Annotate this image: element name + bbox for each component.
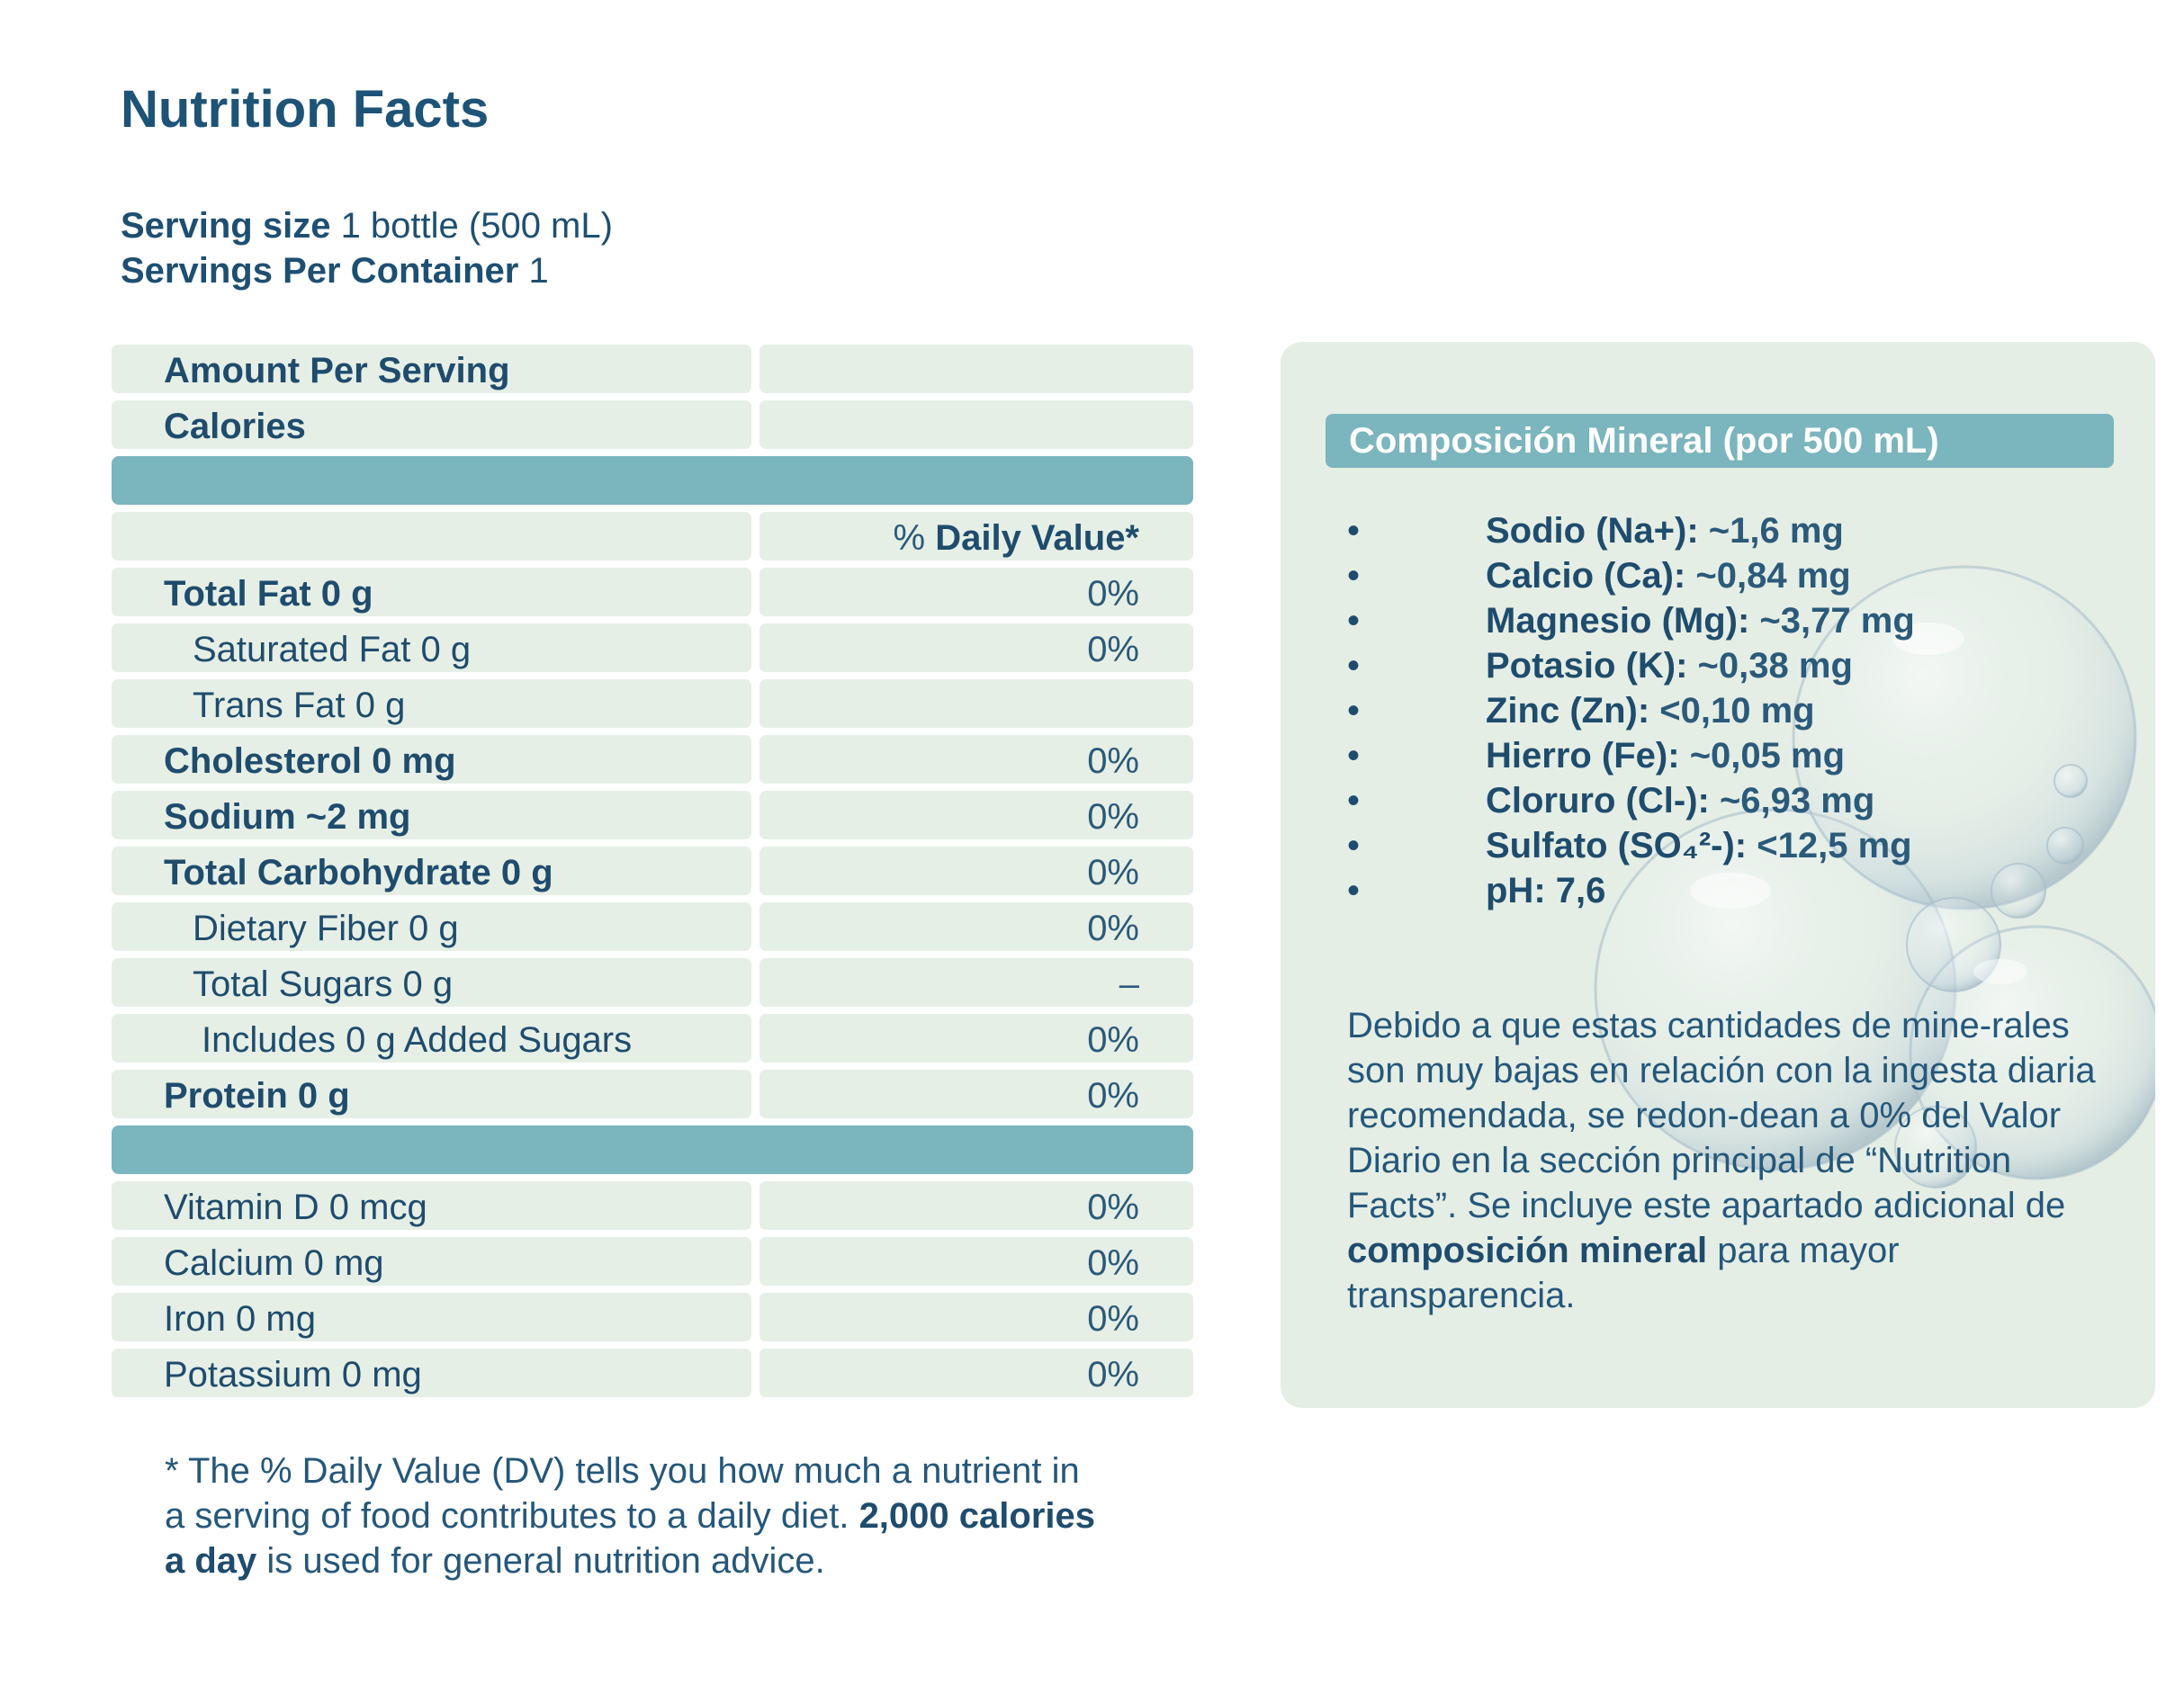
serving-size-line: Serving size 1 bottle (500 mL) [121, 203, 613, 248]
bullet: • [1347, 511, 1361, 551]
table-row: Saturated Fat 0 g 0% [112, 623, 1193, 672]
bullet: • [1347, 646, 1361, 686]
nutrient-value: 0% [1087, 741, 1139, 781]
table-row: Total Fat 0 g 0% [112, 568, 1193, 616]
nutrient-label: Total Sugars 0 g [193, 964, 454, 1004]
vitamin-label: Potassium 0 mg [164, 1355, 422, 1395]
mineral-header-title: Composición Mineral (por 500 mL) [1349, 421, 1939, 461]
nutrient-label: Protein 0 g [164, 1076, 350, 1116]
list-item: • Hierro (Fe): ~0,05 mg [1281, 733, 2155, 778]
table-row: % Daily Value* [112, 512, 1193, 561]
amount-per-serving-label: Amount Per Serving [164, 351, 510, 390]
list-item: • Sodio (Na+): ~1,6 mg [1281, 508, 2155, 553]
mineral-header: Composición Mineral (por 500 mL) [1326, 414, 2114, 468]
table-row: Total Sugars 0 g – [112, 958, 1193, 1007]
serving-size-value: 1 bottle (500 mL) [340, 206, 613, 246]
list-item: • Sulfato (SO₄²-): <12,5 mg [1281, 823, 2155, 868]
table-row: Iron 0 mg 0% [112, 1293, 1193, 1341]
bullet: • [1347, 691, 1361, 731]
list-item: • Cloruro (Cl-): ~6,93 mg [1281, 778, 2155, 823]
table-row: Includes 0 g Added Sugars 0% [112, 1014, 1193, 1063]
nutrient-label: Trans Fat 0 g [193, 686, 406, 725]
daily-value-footnote: * The % Daily Value (DV) tells you how m… [165, 1451, 1095, 1581]
table-row: Dietary Fiber 0 g 0% [112, 902, 1193, 951]
vitamin-value: 0% [1087, 1355, 1139, 1395]
nutrient-value: 0% [1087, 797, 1139, 837]
bullet: • [1347, 556, 1361, 596]
nutrient-label: Sodium ~2 mg [164, 797, 411, 837]
nutrient-value: 0% [1087, 853, 1139, 892]
table-row: Calcium 0 mg 0% [112, 1237, 1193, 1286]
servings-per-container-line: Servings Per Container 1 [121, 248, 613, 293]
page-title: Nutrition Facts [121, 80, 490, 139]
list-item: • Zinc (Zn): <0,10 mg [1281, 688, 2155, 733]
nutrient-label: Cholesterol 0 mg [164, 741, 456, 781]
table-row: Trans Fat 0 g [112, 679, 1193, 728]
table-row: Calories [112, 400, 1193, 449]
section-divider-bar [112, 1126, 1193, 1174]
table-row: Potassium 0 mg 0% [112, 1349, 1193, 1397]
table-row: Sodium ~2 mg 0% [112, 791, 1193, 839]
table-row: Total Carbohydrate 0 g 0% [112, 847, 1193, 895]
list-item: • Potasio (K): ~0,38 mg [1281, 643, 2155, 688]
section-divider-bar [112, 456, 1193, 505]
vitamin-label: Calcium 0 mg [164, 1243, 384, 1283]
table-row: Vitamin D 0 mcg 0% [112, 1181, 1193, 1230]
nutrient-label: Total Carbohydrate 0 g [164, 853, 553, 892]
serving-info: Serving size 1 bottle (500 mL) Servings … [121, 203, 613, 293]
bullet: • [1347, 601, 1361, 641]
servings-per-container-value: 1 [528, 251, 549, 291]
vitamin-label: Iron 0 mg [164, 1299, 316, 1339]
mineral-composition-panel: Composición Mineral (por 500 mL) • Sodio … [1281, 342, 2155, 1408]
list-item: • Magnesio (Mg): ~3,77 mg [1281, 598, 2155, 643]
vitamin-label: Vitamin D 0 mcg [164, 1188, 427, 1227]
table-row: Amount Per Serving [112, 345, 1193, 393]
serving-size-label: Serving size [121, 206, 331, 246]
daily-value-header: % Daily Value* [893, 518, 1139, 558]
nutrient-label: Dietary Fiber 0 g [193, 909, 459, 948]
nutrient-value: 0% [1087, 574, 1139, 614]
bullet: • [1347, 826, 1361, 865]
nutrient-value: 0% [1087, 909, 1139, 948]
bullet: • [1347, 736, 1361, 776]
nutrient-value: 0% [1087, 630, 1139, 669]
nutrient-value: 0% [1087, 1076, 1139, 1116]
servings-per-container-label: Servings Per Container [121, 251, 519, 291]
list-item: • Calcio (Ca): ~0,84 mg [1281, 553, 2155, 598]
nutrient-label: Saturated Fat 0 g [193, 630, 472, 669]
vitamin-value: 0% [1087, 1299, 1139, 1339]
nutrient-label: Total Fat 0 g [164, 574, 373, 614]
list-item: • pH: 7,6 [1281, 868, 2155, 913]
mineral-explanation: Debido a que estas cantidades de mine-ra… [1347, 1006, 2096, 1315]
water-bubbles-illustration [1594, 565, 2155, 1188]
table-row: Cholesterol 0 mg 0% [112, 735, 1193, 784]
bullet: • [1347, 781, 1361, 821]
vitamin-value: 0% [1087, 1188, 1139, 1227]
table-row: Protein 0 g 0% [112, 1070, 1193, 1118]
nutrient-label: Includes 0 g Added Sugars [202, 1020, 633, 1060]
nutrient-value: 0% [1087, 1020, 1139, 1060]
nutrient-value: – [1119, 964, 1139, 1004]
vitamin-value: 0% [1087, 1243, 1139, 1283]
bullet: • [1347, 871, 1361, 910]
calories-label: Calories [164, 407, 306, 446]
